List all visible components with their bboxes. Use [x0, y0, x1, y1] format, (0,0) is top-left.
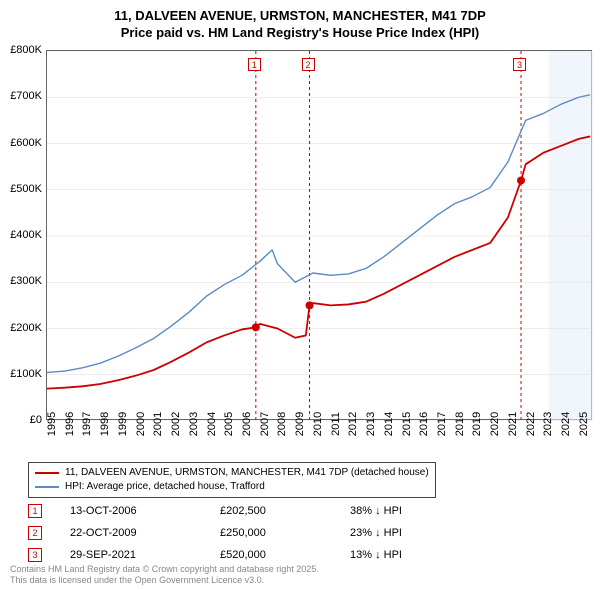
marker-badge: 3	[28, 548, 42, 562]
title-line-1: 11, DALVEEN AVENUE, URMSTON, MANCHESTER,…	[0, 8, 600, 25]
chart-plot-area	[46, 50, 592, 420]
legend-swatch-hpi	[35, 486, 59, 488]
footer: Contains HM Land Registry data © Crown c…	[10, 564, 319, 586]
marker-diff: 23% ↓ HPI	[350, 527, 450, 539]
x-tick-label: 2019	[471, 412, 483, 436]
x-tick-label: 2010	[312, 412, 324, 436]
footer-line-1: Contains HM Land Registry data © Crown c…	[10, 564, 319, 575]
x-tick-label: 2018	[454, 412, 466, 436]
marker-row: 2 22-OCT-2009£250,00023% ↓ HPI	[28, 522, 450, 544]
x-tick-label: 2014	[383, 412, 395, 436]
y-tick-label: £400K	[10, 229, 42, 241]
chart-svg	[47, 51, 593, 421]
y-tick-label: £0	[30, 414, 42, 426]
y-tick-label: £800K	[10, 44, 42, 56]
x-tick-label: 2025	[578, 412, 590, 436]
x-tick-label: 1995	[46, 412, 58, 436]
x-tick-label: 2022	[525, 412, 537, 436]
footer-line-2: This data is licensed under the Open Gov…	[10, 575, 319, 586]
marker-price: £250,000	[220, 527, 350, 539]
x-tick-label: 2004	[206, 412, 218, 436]
x-tick-label: 2002	[170, 412, 182, 436]
marker-date: 22-OCT-2009	[70, 527, 220, 539]
x-tick-label: 2006	[241, 412, 253, 436]
marker-row: 3 29-SEP-2021£520,00013% ↓ HPI	[28, 544, 450, 566]
y-tick-label: £300K	[10, 275, 42, 287]
x-tick-label: 2023	[542, 412, 554, 436]
x-tick-label: 2005	[223, 412, 235, 436]
title-line-2: Price paid vs. HM Land Registry's House …	[0, 25, 600, 42]
legend-swatch-property	[35, 472, 59, 474]
y-tick-label: £500K	[10, 183, 42, 195]
chart-marker-badge: 3	[513, 58, 526, 71]
y-tick-label: £200K	[10, 322, 42, 334]
marker-date: 13-OCT-2006	[70, 505, 220, 517]
x-tick-label: 2016	[418, 412, 430, 436]
x-tick-label: 2020	[489, 412, 501, 436]
x-tick-label: 1996	[64, 412, 76, 436]
marker-table: 1 13-OCT-2006£202,50038% ↓ HPI 2 22-OCT-200…	[28, 500, 450, 566]
x-tick-label: 1998	[99, 412, 111, 436]
legend-label-hpi: HPI: Average price, detached house, Traf…	[65, 480, 265, 494]
marker-diff: 13% ↓ HPI	[350, 549, 450, 561]
marker-badge: 2	[28, 526, 42, 540]
marker-date: 29-SEP-2021	[70, 549, 220, 561]
legend: 11, DALVEEN AVENUE, URMSTON, MANCHESTER,…	[28, 462, 436, 498]
x-tick-label: 2007	[259, 412, 271, 436]
x-tick-label: 2011	[330, 412, 342, 436]
x-tick-label: 2003	[188, 412, 200, 436]
chart-marker-badge: 2	[302, 58, 315, 71]
x-tick-label: 2013	[365, 412, 377, 436]
x-tick-label: 2000	[135, 412, 147, 436]
chart-container: 11, DALVEEN AVENUE, URMSTON, MANCHESTER,…	[0, 0, 600, 590]
x-tick-label: 2017	[436, 412, 448, 436]
title-block: 11, DALVEEN AVENUE, URMSTON, MANCHESTER,…	[0, 0, 600, 42]
x-tick-label: 2009	[294, 412, 306, 436]
legend-label-property: 11, DALVEEN AVENUE, URMSTON, MANCHESTER,…	[65, 466, 429, 480]
x-tick-label: 2015	[401, 412, 413, 436]
y-tick-label: £700K	[10, 90, 42, 102]
marker-row: 1 13-OCT-2006£202,50038% ↓ HPI	[28, 500, 450, 522]
y-tick-label: £100K	[10, 368, 42, 380]
x-tick-label: 2008	[276, 412, 288, 436]
x-tick-label: 2001	[152, 412, 164, 436]
marker-price: £202,500	[220, 505, 350, 517]
marker-diff: 38% ↓ HPI	[350, 505, 450, 517]
marker-price: £520,000	[220, 549, 350, 561]
legend-row-property: 11, DALVEEN AVENUE, URMSTON, MANCHESTER,…	[35, 466, 429, 480]
x-tick-label: 1997	[81, 412, 93, 436]
legend-row-hpi: HPI: Average price, detached house, Traf…	[35, 480, 429, 494]
chart-marker-badge: 1	[248, 58, 261, 71]
marker-badge: 1	[28, 504, 42, 518]
x-tick-label: 2021	[507, 412, 519, 436]
x-tick-label: 1999	[117, 412, 129, 436]
x-tick-label: 2012	[347, 412, 359, 436]
y-tick-label: £600K	[10, 137, 42, 149]
x-tick-label: 2024	[560, 412, 572, 436]
